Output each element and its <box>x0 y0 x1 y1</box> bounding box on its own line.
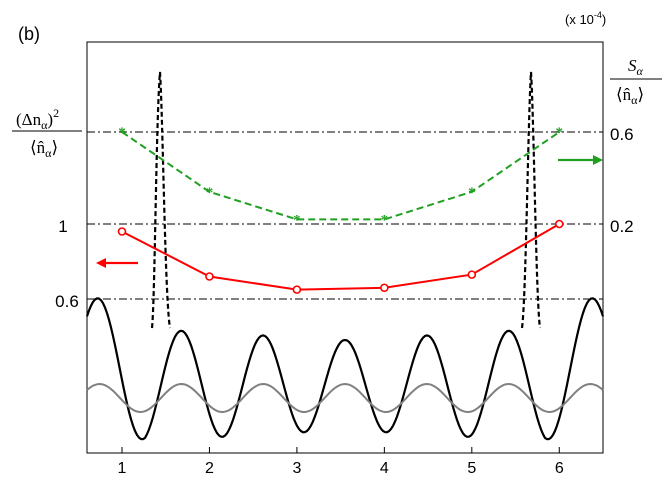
series-red-point-6 <box>554 219 564 229</box>
series-green-point-1: * <box>118 125 126 141</box>
left-axis-label-numerator: (Δnα)2 <box>16 106 59 132</box>
series-green-point-6: * <box>556 125 564 141</box>
x-ticks: 1 2 3 4 5 6 <box>118 447 564 477</box>
series-green-line <box>121 131 560 221</box>
scale-note: (x 10-4) <box>565 10 606 27</box>
plot-frame <box>86 41 604 454</box>
left-tick-1: 1 <box>58 217 67 236</box>
series-green-point-3: * <box>293 212 301 228</box>
series-red-point-5 <box>467 270 477 279</box>
x-tick-label-2: 2 <box>205 460 214 477</box>
series-green-point-5: * <box>468 185 476 201</box>
series-red-point-1 <box>117 227 127 236</box>
red-left-arrow <box>96 258 138 268</box>
dashed-peak-right <box>520 71 542 329</box>
gray-potential-curve <box>86 382 604 414</box>
x-tick-label-6: 6 <box>555 460 564 477</box>
left-axis-label: (Δnα)2 ⟨n̂α⟩ <box>12 106 82 160</box>
left-axis-label-denominator: ⟨n̂α⟩ <box>30 138 58 160</box>
svg-text:(x 10-4): (x 10-4) <box>565 10 606 27</box>
left-tick-0.6: 0.6 <box>55 292 79 311</box>
scale-note-exponent: -4 <box>594 10 602 20</box>
series-red-point-4 <box>380 283 389 293</box>
panel-label: (b) <box>18 24 40 44</box>
x-tick-label-3: 3 <box>292 460 301 477</box>
series-green-point-2: * <box>206 185 214 201</box>
green-right-arrow <box>558 155 603 165</box>
scale-note-close: ) <box>602 12 606 27</box>
right-tick-0.6: 0.6 <box>610 125 634 144</box>
dashed-peak-left <box>150 71 172 329</box>
series-red-point-3 <box>292 285 302 294</box>
right-axis-label-numerator: Sα <box>628 56 644 78</box>
series-green-point-4: * <box>381 212 389 228</box>
series-red-line <box>121 223 560 291</box>
x-tick-label-5: 5 <box>467 460 476 477</box>
series-layer: * * * * * * <box>117 125 564 294</box>
x-tick-label-4: 4 <box>380 460 389 477</box>
scale-note-text: (x 10 <box>565 12 594 27</box>
series-red-point-2 <box>205 272 214 281</box>
right-axis-label-denominator: ⟨n̂α⟩ <box>616 85 644 107</box>
right-tick-0.2: 0.2 <box>610 217 634 236</box>
right-axis-label: Sα ⟨n̂α⟩ <box>610 56 662 107</box>
x-tick-label-1: 1 <box>118 460 127 477</box>
black-potential-curve <box>85 297 605 441</box>
reference-lines <box>87 131 603 300</box>
background-curves <box>85 71 605 441</box>
